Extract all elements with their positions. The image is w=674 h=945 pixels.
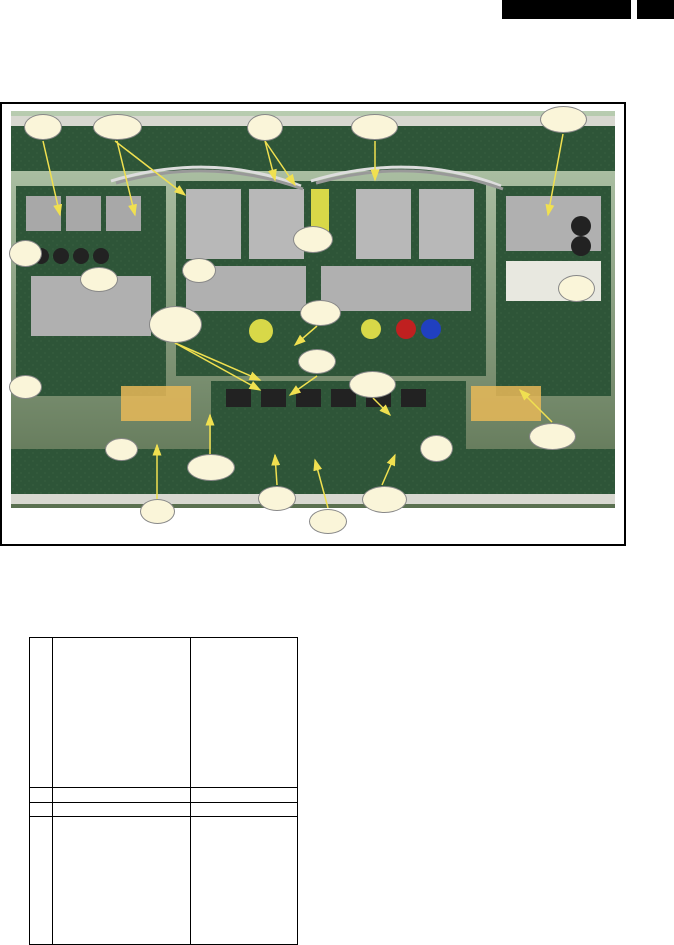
callout-c21 <box>362 486 407 513</box>
callout-c3 <box>247 114 283 141</box>
callout-c22 <box>140 499 175 524</box>
table-cell <box>30 817 53 945</box>
table-cell <box>53 817 191 945</box>
table-cell <box>191 803 298 817</box>
table-row <box>30 817 298 945</box>
callout-c6 <box>9 240 42 267</box>
table-cell <box>191 638 298 788</box>
table-cell <box>53 638 191 788</box>
header-bars <box>502 0 674 19</box>
callout-c15 <box>529 423 576 450</box>
table-cell <box>191 817 298 945</box>
callout-c5 <box>540 106 587 133</box>
table-row <box>30 638 298 788</box>
callout-c12 <box>558 275 595 302</box>
callout-c23 <box>420 435 453 462</box>
callout-c10 <box>149 306 202 343</box>
callout-c9 <box>293 226 333 253</box>
table-cell <box>30 803 53 817</box>
callout-c8 <box>182 258 216 283</box>
table-cell <box>30 638 53 788</box>
table-cell <box>191 788 298 803</box>
callout-c11 <box>300 300 341 326</box>
header-bar-large <box>502 0 631 19</box>
table-cell <box>53 803 191 817</box>
data-table <box>29 637 298 945</box>
callout-c7 <box>80 267 118 292</box>
callout-c20 <box>309 509 347 534</box>
table-cell <box>30 788 53 803</box>
callout-c18 <box>187 454 235 481</box>
callout-c2 <box>93 114 142 140</box>
callout-c1 <box>24 114 62 140</box>
table-row <box>30 788 298 803</box>
callout-c13 <box>298 349 336 374</box>
callout-c14 <box>349 371 396 398</box>
callout-c4 <box>351 114 398 140</box>
callout-c17 <box>105 438 138 461</box>
callout-c19 <box>258 486 296 511</box>
table-cell <box>53 788 191 803</box>
header-bar-small <box>637 0 674 19</box>
callout-c16 <box>9 375 42 399</box>
table-row <box>30 803 298 817</box>
